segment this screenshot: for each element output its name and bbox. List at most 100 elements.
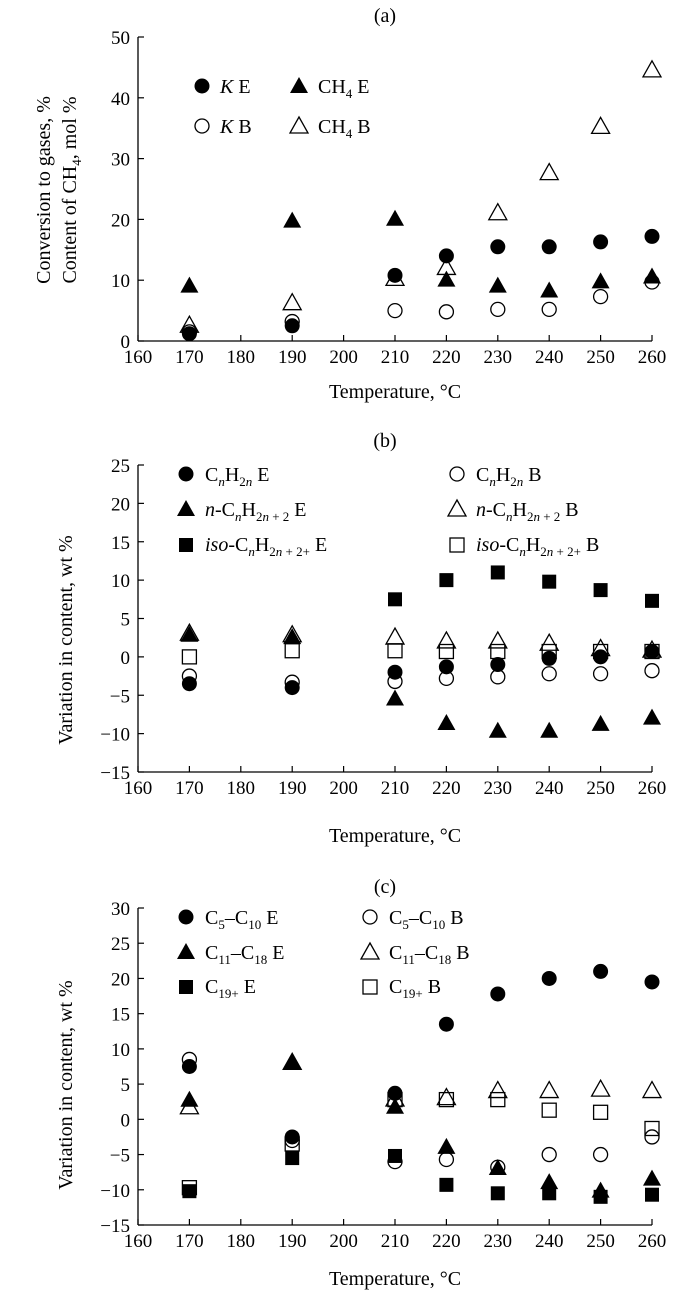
point-cnh2n-b <box>644 663 660 679</box>
y-tick-label: 20 <box>111 210 130 231</box>
point-c19-e <box>182 1184 197 1199</box>
point-iso-cnh2n-2-e <box>645 593 659 608</box>
x-tick-label: 220 <box>432 347 461 368</box>
legend-label-n-alkane-e: n-CnH2n + 2 E <box>205 499 307 524</box>
y-tick-label: −10 <box>100 725 130 746</box>
point-ch4-e <box>283 211 302 228</box>
y-tick-label: 20 <box>111 494 130 515</box>
point-n-cnh2n-2-b <box>282 624 303 643</box>
point-ch4-e <box>180 276 199 293</box>
legend-label-c11-c18-e: C11–C18 E <box>205 942 284 967</box>
point-iso-cnh2n-2-e <box>388 592 402 607</box>
point-c19-b <box>644 1120 660 1137</box>
point-cnh2n-b <box>541 666 557 682</box>
legend-marker-c5-c10-b <box>362 909 378 925</box>
x-tick-label: 230 <box>484 347 513 368</box>
legend-label-c19-b: C19+ B <box>389 976 441 1001</box>
legend-marker-cnh2n-e <box>178 466 194 482</box>
point-ch4-b <box>487 202 508 221</box>
point-k-b <box>284 313 300 330</box>
panel-c: (c) 160 170 180 190 200 210 220 230 240 250 260−15… <box>55 876 666 1290</box>
y-tick-label: 10 <box>111 271 130 292</box>
y-tick-label: 10 <box>111 571 130 592</box>
point-ch4-b <box>179 314 200 333</box>
point-c5-c10-e <box>644 974 660 990</box>
panel-c-points <box>179 963 663 1204</box>
point-c5-c10-b <box>438 1151 455 1168</box>
point-n-cnh2n-2-b <box>179 622 200 641</box>
point-c11-c18-e <box>283 1053 302 1070</box>
point-c19-b <box>541 1102 557 1118</box>
point-c5-c10-e <box>490 986 506 1002</box>
x-tick-label: 180 <box>227 778 256 799</box>
x-tick-label: 200 <box>329 1231 358 1252</box>
legend-marker-ch4-b <box>288 115 310 134</box>
point-k-b <box>438 304 455 320</box>
point-c11-c18-b <box>179 1096 200 1115</box>
point-ch4-b <box>641 59 663 78</box>
point-c11-c18-e <box>643 1169 661 1186</box>
y-tick-label: 20 <box>111 969 130 990</box>
panel-a: (a) 160 170 180 190 200 210 220 230 240 250 260 0 10… <box>33 5 666 403</box>
x-tick-label: 160 <box>124 778 153 799</box>
y-tick-label: 10 <box>111 1040 130 1061</box>
x-tick-label: 180 <box>227 1231 256 1252</box>
point-c11-c18-e <box>540 1173 559 1190</box>
point-iso-cnh2n-2-b <box>644 643 660 660</box>
point-c19-b <box>387 1091 403 1108</box>
point-c11-c18-b <box>282 1052 303 1071</box>
y-tick-label: 15 <box>111 533 130 554</box>
point-c5-c10-e <box>438 1016 454 1032</box>
legend-label-k-e: K E <box>219 76 251 98</box>
panel-a-axes <box>137 37 652 342</box>
y-tick-label: −10 <box>100 1181 130 1202</box>
point-n-cnh2n-2-b <box>436 630 457 649</box>
point-ch4-b <box>436 257 457 276</box>
point-c11-c18-b <box>436 1087 457 1106</box>
point-c11-c18-b <box>641 1080 663 1099</box>
y-tick-label: −15 <box>100 1216 130 1237</box>
point-iso-cnh2n-2-b <box>541 643 557 660</box>
legend-entry-ch4-b: CH4 B <box>288 115 371 141</box>
x-tick-label: 240 <box>535 1231 564 1252</box>
point-iso-cnh2n-2-e <box>593 583 608 598</box>
panel-b-xlabel: Temperature, °C <box>329 825 461 847</box>
panel-a-ylabel-line2: Content of CH4, mol % <box>59 96 84 283</box>
x-tick-label: 220 <box>432 778 461 799</box>
legend-label-c5-c10-b: C5–C10 B <box>389 907 464 932</box>
panel-b-ylabel: Variation in content, wt % <box>55 535 77 744</box>
panel-c-legend: C5–C10 E C5–C10 B C11–C18 E C11–C18 B C1… <box>177 907 470 1001</box>
x-tick-label: 210 <box>381 347 410 368</box>
y-tick-label: 30 <box>111 150 130 171</box>
legend-marker-iso-alkane-b <box>449 537 465 553</box>
point-k-e <box>541 239 557 255</box>
panel-b-ticks: 160 170 180 190 200 210 220 230 240 250 260−15−10−… <box>100 456 666 799</box>
legend-entry-c11-c18-b: C11–C18 B <box>359 941 470 967</box>
panel-a-legend: K E CH4 E K B CH4 B <box>194 76 371 141</box>
point-iso-cnh2n-2-b <box>284 643 300 659</box>
legend-label-iso-alkane-e: iso-CnH2n + 2+ E <box>205 534 327 559</box>
legend-label-cnh2n-e: CnH2n E <box>205 464 270 489</box>
point-ch4-e <box>540 281 559 298</box>
x-tick-label: 250 <box>586 1231 615 1252</box>
point-n-cnh2n-2-b <box>641 639 663 658</box>
x-tick-label: 260 <box>638 1231 667 1252</box>
x-tick-label: 180 <box>227 347 256 368</box>
point-cnh2n-e <box>593 649 609 665</box>
y-tick-label: 5 <box>121 1075 131 1096</box>
legend-entry-c19-b: C19+ B <box>362 976 441 1001</box>
x-tick-label: 220 <box>432 1231 461 1252</box>
point-iso-cnh2n-2-b <box>387 643 403 659</box>
point-k-e <box>490 239 506 255</box>
legend-marker-c11-c18-b <box>359 941 381 960</box>
legend-label-c11-c18-b: C11–C18 B <box>389 942 470 967</box>
point-k-e <box>387 267 403 283</box>
point-c19-e <box>388 1148 402 1163</box>
point-c5-c10-e <box>541 970 557 986</box>
point-ch4-e <box>591 272 610 289</box>
panel-a-ylabel-line1: Conversion to gases, % <box>33 96 55 284</box>
legend-entry-iso-alkane-e: iso-CnH2n + 2+ E <box>179 534 327 559</box>
y-tick-label: 0 <box>121 1110 131 1131</box>
point-cnh2n-b <box>387 673 403 690</box>
y-tick-label: 5 <box>121 610 131 631</box>
